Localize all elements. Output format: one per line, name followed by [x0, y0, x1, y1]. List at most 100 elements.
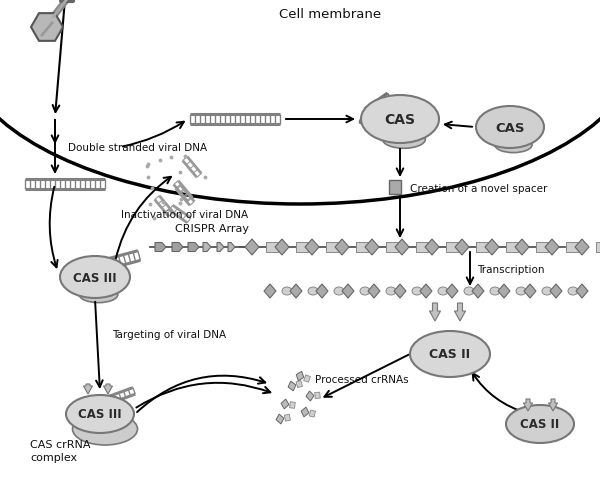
- FancyArrow shape: [155, 243, 166, 252]
- FancyArrow shape: [203, 243, 211, 252]
- Ellipse shape: [490, 287, 500, 295]
- Polygon shape: [296, 372, 304, 381]
- Ellipse shape: [464, 287, 474, 295]
- Polygon shape: [284, 414, 290, 421]
- Ellipse shape: [360, 287, 370, 295]
- Polygon shape: [305, 240, 319, 256]
- Ellipse shape: [308, 287, 318, 295]
- Polygon shape: [472, 285, 484, 298]
- Polygon shape: [309, 410, 316, 417]
- FancyArrow shape: [83, 384, 92, 394]
- Polygon shape: [290, 402, 295, 408]
- Text: Inactivation of viral DNA: Inactivation of viral DNA: [121, 210, 248, 220]
- Polygon shape: [395, 240, 409, 256]
- Ellipse shape: [494, 137, 532, 153]
- Ellipse shape: [386, 287, 396, 295]
- FancyArrow shape: [104, 384, 113, 394]
- Text: Processed crRNAs: Processed crRNAs: [315, 374, 409, 384]
- Polygon shape: [335, 240, 349, 256]
- Text: Creation of a novel spacer: Creation of a novel spacer: [410, 183, 547, 194]
- Ellipse shape: [410, 332, 490, 377]
- FancyArrow shape: [172, 243, 183, 252]
- Polygon shape: [545, 240, 559, 256]
- FancyArrow shape: [228, 243, 235, 252]
- Polygon shape: [446, 285, 458, 298]
- Ellipse shape: [568, 287, 578, 295]
- Ellipse shape: [476, 107, 544, 149]
- Ellipse shape: [382, 131, 425, 149]
- Ellipse shape: [438, 287, 448, 295]
- FancyArrow shape: [217, 243, 224, 252]
- Polygon shape: [245, 240, 259, 256]
- Text: CAS: CAS: [495, 121, 525, 134]
- Polygon shape: [394, 285, 406, 298]
- Polygon shape: [275, 240, 289, 256]
- Polygon shape: [550, 285, 562, 298]
- FancyArrow shape: [455, 303, 466, 321]
- Text: Double stranded viral DNA: Double stranded viral DNA: [68, 143, 207, 152]
- Polygon shape: [315, 393, 320, 399]
- Ellipse shape: [73, 413, 137, 445]
- Polygon shape: [365, 240, 379, 256]
- Polygon shape: [301, 407, 309, 417]
- Polygon shape: [515, 240, 529, 256]
- Text: Cell membrane: Cell membrane: [279, 8, 381, 21]
- FancyArrow shape: [188, 243, 199, 252]
- Polygon shape: [288, 381, 296, 391]
- Bar: [356, 242, 368, 253]
- Bar: [506, 242, 518, 253]
- Bar: [416, 242, 428, 253]
- Text: CAS III: CAS III: [73, 271, 117, 284]
- FancyArrow shape: [523, 399, 533, 411]
- Polygon shape: [420, 285, 432, 298]
- Text: CAS: CAS: [385, 113, 416, 127]
- Polygon shape: [498, 285, 510, 298]
- Polygon shape: [290, 285, 302, 298]
- Text: CAS II: CAS II: [520, 418, 560, 431]
- Polygon shape: [296, 381, 302, 388]
- Ellipse shape: [72, 397, 112, 422]
- Bar: [296, 242, 308, 253]
- Ellipse shape: [60, 257, 130, 298]
- Polygon shape: [575, 240, 589, 256]
- Text: CAS crRNA
complex: CAS crRNA complex: [30, 439, 91, 462]
- Bar: [386, 242, 398, 253]
- Polygon shape: [425, 240, 439, 256]
- Text: CAS III: CAS III: [78, 408, 122, 421]
- FancyArrow shape: [548, 399, 557, 411]
- FancyArrow shape: [430, 303, 440, 321]
- Polygon shape: [576, 285, 588, 298]
- Ellipse shape: [412, 287, 422, 295]
- Bar: [326, 242, 338, 253]
- Polygon shape: [485, 240, 499, 256]
- Polygon shape: [304, 375, 310, 382]
- Ellipse shape: [282, 287, 292, 295]
- Polygon shape: [455, 240, 469, 256]
- Bar: [536, 242, 548, 253]
- Ellipse shape: [66, 395, 134, 433]
- Bar: [446, 242, 458, 253]
- Polygon shape: [368, 285, 380, 298]
- Bar: [596, 242, 600, 253]
- Polygon shape: [342, 285, 354, 298]
- Ellipse shape: [79, 287, 118, 303]
- Polygon shape: [264, 285, 276, 298]
- Polygon shape: [281, 399, 289, 409]
- Bar: [566, 242, 578, 253]
- Bar: [266, 242, 278, 253]
- Polygon shape: [276, 414, 284, 424]
- Ellipse shape: [542, 287, 552, 295]
- Bar: [389, 181, 401, 195]
- Ellipse shape: [516, 287, 526, 295]
- Ellipse shape: [334, 287, 344, 295]
- Text: Targeting of viral DNA: Targeting of viral DNA: [112, 329, 226, 339]
- Text: CRISPR Array: CRISPR Array: [175, 224, 249, 233]
- Ellipse shape: [361, 96, 439, 144]
- Polygon shape: [316, 285, 328, 298]
- Bar: [476, 242, 488, 253]
- Ellipse shape: [506, 405, 574, 443]
- Text: CAS II: CAS II: [430, 348, 470, 361]
- Text: Transcription: Transcription: [477, 264, 545, 274]
- Polygon shape: [524, 285, 536, 298]
- Polygon shape: [306, 391, 314, 401]
